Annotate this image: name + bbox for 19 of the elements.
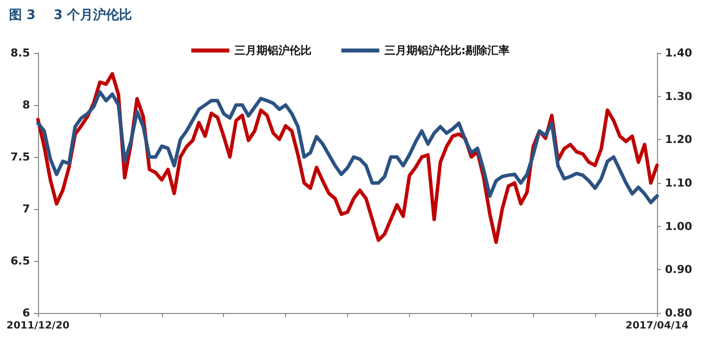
y-tick-label: 7.5 xyxy=(10,150,30,164)
y-tick-label: 6.5 xyxy=(10,254,30,268)
y2-tick-label: 1.10 xyxy=(665,176,692,190)
legend-label: 三月期铝沪伦比:剔除汇率 xyxy=(384,44,510,57)
y-tick-label: 8.5 xyxy=(10,46,30,60)
legend-label: 三月期铝沪伦比 xyxy=(234,44,312,57)
y2-tick-label: 0.80 xyxy=(665,306,692,320)
y2-tick-label: 1.20 xyxy=(665,133,692,146)
y2-tick-label: 0.90 xyxy=(665,263,692,276)
y2-tick-label: 1.00 xyxy=(665,220,692,233)
line-series xyxy=(36,90,659,204)
chart-title: 图 3 3 个月沪伦比 xyxy=(9,7,132,23)
x-tick-label: 2017/04/14 xyxy=(626,320,689,332)
y-tick-label: 8 xyxy=(22,98,30,112)
x-tick-label: 2011/12/20 xyxy=(6,320,70,332)
y2-tick-label: 1.30 xyxy=(665,90,692,103)
y2-tick-label: 1.40 xyxy=(665,46,692,60)
y-tick-label: 6 xyxy=(22,306,30,320)
y-tick-label: 7 xyxy=(22,202,30,216)
